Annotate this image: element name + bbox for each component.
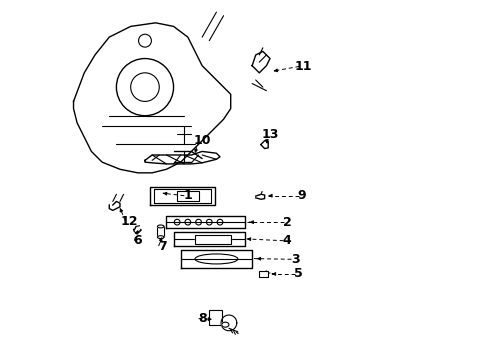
Text: 12: 12 bbox=[120, 215, 138, 228]
Text: 8: 8 bbox=[198, 312, 206, 325]
Circle shape bbox=[217, 219, 223, 225]
Bar bbox=[157, 226, 164, 237]
Circle shape bbox=[131, 73, 159, 102]
Text: 11: 11 bbox=[294, 60, 312, 73]
Circle shape bbox=[174, 219, 180, 225]
Bar bbox=[195, 235, 231, 244]
Circle shape bbox=[196, 219, 201, 225]
Circle shape bbox=[139, 34, 151, 47]
Text: 9: 9 bbox=[298, 189, 306, 202]
Text: 7: 7 bbox=[158, 240, 167, 253]
Text: 10: 10 bbox=[194, 134, 211, 147]
Text: 4: 4 bbox=[283, 234, 292, 247]
Circle shape bbox=[206, 219, 212, 225]
Circle shape bbox=[185, 219, 191, 225]
Ellipse shape bbox=[157, 225, 164, 228]
Ellipse shape bbox=[195, 254, 238, 264]
Ellipse shape bbox=[222, 322, 229, 327]
Bar bbox=[195, 235, 231, 244]
Ellipse shape bbox=[157, 236, 164, 239]
Bar bbox=[209, 310, 222, 325]
Text: 13: 13 bbox=[261, 128, 279, 141]
Text: 5: 5 bbox=[294, 267, 303, 280]
Bar bbox=[259, 271, 268, 277]
Circle shape bbox=[117, 59, 173, 116]
Bar bbox=[209, 310, 222, 325]
Text: 2: 2 bbox=[284, 216, 292, 229]
Bar bbox=[259, 271, 268, 277]
Text: 3: 3 bbox=[291, 253, 299, 266]
Bar bbox=[157, 226, 164, 237]
Bar bbox=[177, 191, 198, 202]
Bar bbox=[177, 191, 198, 202]
Text: 1: 1 bbox=[183, 189, 192, 202]
Text: 6: 6 bbox=[133, 234, 142, 247]
